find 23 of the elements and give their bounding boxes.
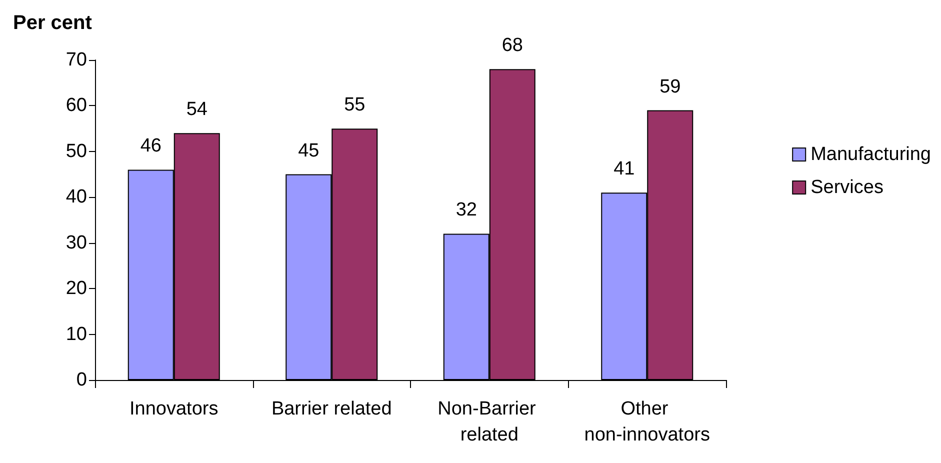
data-label: 68 xyxy=(502,35,523,56)
legend-label: Services xyxy=(810,177,884,198)
x-tick-label: Other non-innovators xyxy=(584,398,710,446)
y-tick-label: 50 xyxy=(66,140,87,162)
y-tick-label: 20 xyxy=(66,278,87,300)
y-tick-label: 30 xyxy=(66,232,87,254)
data-label: 54 xyxy=(186,99,208,120)
data-label: 32 xyxy=(456,200,477,221)
x-tick-label: Non-Barrier related xyxy=(438,398,542,446)
data-label: 59 xyxy=(660,76,681,98)
y-tick-label: 10 xyxy=(66,324,87,345)
y-axis-title: Per cent xyxy=(13,12,92,34)
y-tick-label: 60 xyxy=(66,95,87,116)
data-label: 46 xyxy=(140,136,162,157)
data-label: 41 xyxy=(614,158,635,180)
x-tick-label: Barrier related xyxy=(271,398,392,420)
y-tick-label: 0 xyxy=(76,370,87,390)
x-tick-label: Innovators xyxy=(130,398,218,420)
data-label: 55 xyxy=(344,94,366,116)
y-tick-label: 70 xyxy=(66,50,87,70)
y-tick-label: 40 xyxy=(66,186,87,208)
data-label: 45 xyxy=(298,140,320,162)
legend-label: Manufacturing xyxy=(810,144,932,165)
